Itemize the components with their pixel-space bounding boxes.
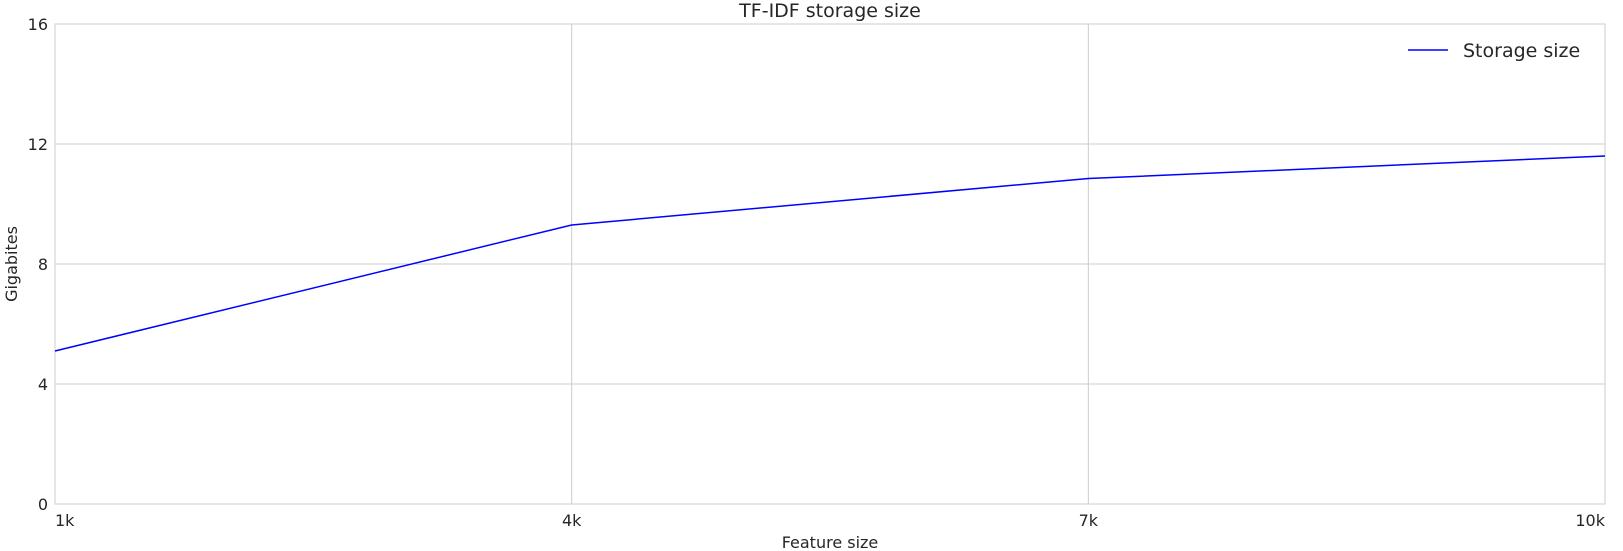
y-tick-label: 16 xyxy=(28,15,48,34)
x-tick-label: 4k xyxy=(562,511,582,530)
chart-title: TF-IDF storage size xyxy=(738,0,921,22)
series-line-storage-size xyxy=(54,155,1606,352)
y-axis: 0 4 8 12 16 xyxy=(28,15,48,514)
x-tick-label: 10k xyxy=(1575,511,1605,530)
y-tick-label: 0 xyxy=(38,495,48,514)
series-layer xyxy=(54,155,1606,352)
legend-label: Storage size xyxy=(1463,40,1580,62)
legend: Storage size xyxy=(1408,40,1580,62)
plot-frame xyxy=(54,23,1606,505)
x-tick-label: 7k xyxy=(1079,511,1099,530)
y-tick-label: 8 xyxy=(38,255,48,274)
y-axis-label: Gigabites xyxy=(2,226,21,302)
y-tick-label: 4 xyxy=(38,375,48,394)
y-tick-label: 12 xyxy=(28,135,48,154)
x-axis-label: Feature size xyxy=(782,533,879,551)
x-axis: 1k 4k 7k 10k xyxy=(55,511,1606,530)
x-tick-label: 1k xyxy=(55,511,75,530)
grid xyxy=(54,23,1606,505)
